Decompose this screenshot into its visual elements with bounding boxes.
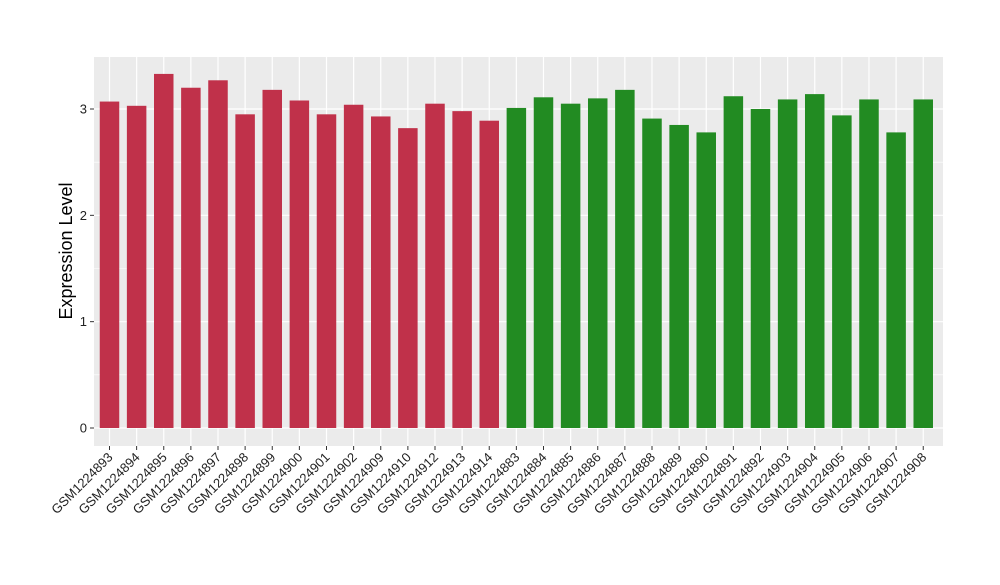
bar-GSM1224902 bbox=[343, 104, 364, 428]
bar-GSM1224901 bbox=[316, 114, 337, 429]
bar-GSM1224898 bbox=[235, 114, 255, 429]
bar-GSM1224906 bbox=[859, 99, 879, 429]
bar-GSM1224912 bbox=[425, 103, 445, 428]
bar-GSM1224903 bbox=[777, 99, 798, 429]
bar-GSM1224907 bbox=[886, 132, 906, 429]
bar-GSM1224900 bbox=[289, 100, 310, 428]
bar-GSM1224910 bbox=[398, 128, 418, 428]
bar-GSM1224897 bbox=[208, 80, 228, 428]
bar-GSM1224893 bbox=[99, 101, 120, 428]
y-tick-label: 2 bbox=[80, 208, 87, 223]
bar-GSM1224908 bbox=[913, 99, 933, 429]
y-tick-label: 0 bbox=[80, 421, 87, 436]
bar-GSM1224887 bbox=[615, 89, 635, 429]
bar-GSM1224892 bbox=[750, 109, 771, 428]
bar-GSM1224899 bbox=[262, 89, 282, 429]
bar-GSM1224896 bbox=[181, 87, 201, 428]
x-axis: GSM1224893GSM1224894GSM1224895GSM1224896… bbox=[48, 446, 929, 517]
bars bbox=[99, 73, 933, 429]
bar-GSM1224894 bbox=[126, 105, 147, 428]
bar-GSM1224888 bbox=[642, 118, 662, 428]
y-axis-title: Expression Level bbox=[56, 182, 76, 319]
bar-GSM1224890 bbox=[696, 132, 716, 429]
bar-GSM1224909 bbox=[370, 116, 391, 429]
y-axis: 0 1 2 3 bbox=[80, 102, 94, 436]
bar-GSM1224889 bbox=[669, 124, 689, 428]
bar-GSM1224914 bbox=[479, 120, 499, 429]
y-tick-label: 1 bbox=[80, 314, 87, 329]
bar-GSM1224885 bbox=[560, 103, 581, 428]
bar-GSM1224884 bbox=[533, 97, 554, 428]
bar-GSM1224895 bbox=[153, 73, 174, 428]
bar-GSM1224905 bbox=[832, 115, 852, 428]
bar-GSM1224886 bbox=[587, 98, 608, 428]
bar-GSM1224883 bbox=[506, 107, 527, 428]
y-tick-label: 3 bbox=[80, 102, 87, 117]
bar-GSM1224904 bbox=[804, 94, 825, 428]
bar-GSM1224891 bbox=[723, 96, 744, 429]
bar-GSM1224913 bbox=[452, 111, 472, 429]
